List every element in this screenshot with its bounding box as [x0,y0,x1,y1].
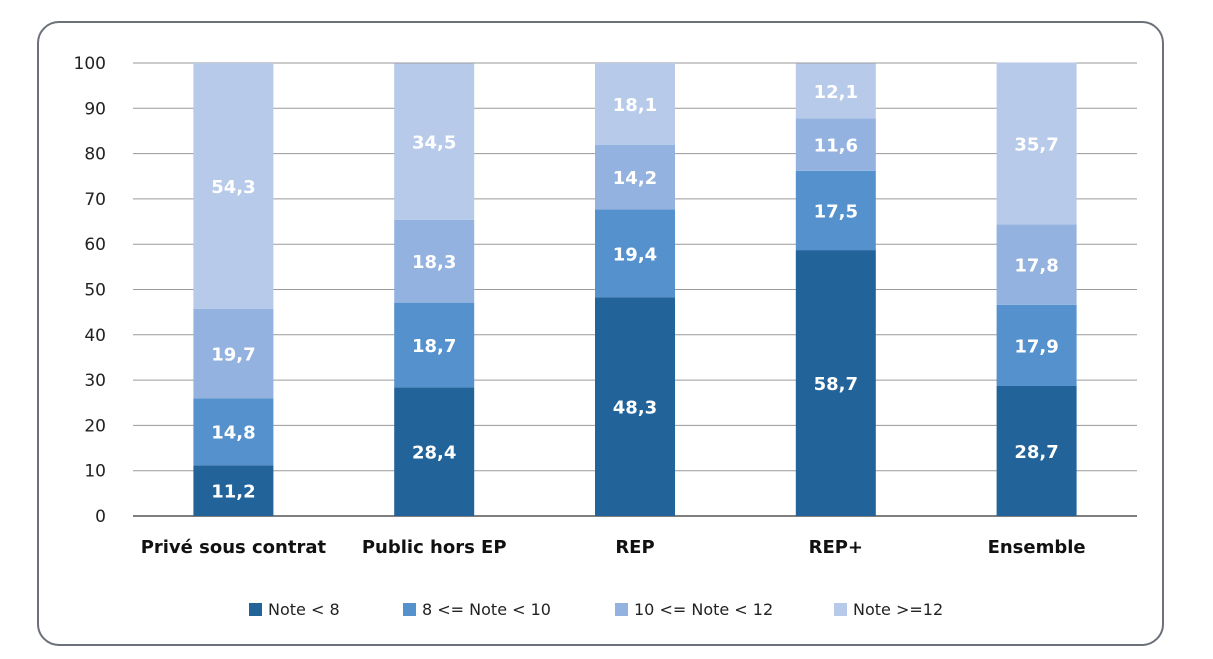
data-label: 18,1 [613,95,657,116]
y-tick-label: 40 [84,326,106,346]
bar-segment [795,118,876,171]
data-label: 54,3 [211,177,255,198]
bar-segment [394,219,475,303]
data-label: 34,5 [412,133,456,154]
legend: Note < 8 8 <= Note < 10 10 <= Note < 12 Not… [249,600,943,619]
bar-segment [394,387,475,516]
bar-segment [996,304,1077,386]
bar-segment [394,302,475,388]
bars: 11,2 14,8 19,7 54,3 28,4 18,7 18,3 34,5 48,3 19,4… [193,62,1077,517]
data-label: 11,2 [211,482,255,503]
bar-segment [595,297,675,516]
category-label: Ensemble [988,537,1086,558]
bar-segment [996,62,1077,225]
legend-label: 10 <= Note < 12 [634,600,773,619]
data-label: 11,6 [814,136,858,157]
y-tick-label: 30 [84,371,106,391]
bar-segment [394,63,475,220]
y-tick-label: 100 [74,54,106,74]
data-label: 17,9 [1014,336,1058,357]
bar-segment [595,63,675,145]
bar-segment [795,250,876,517]
bar-segment [996,385,1077,516]
y-tick-label: 0 [95,507,106,527]
bar-segment [193,465,274,516]
bar-segment [193,308,274,399]
data-label: 58,7 [814,374,858,395]
bar-segment [595,144,675,210]
y-tick-label: 70 [84,190,106,210]
x-axis-categories: Privé sous contrat Public hors EP REP REP+ E… [141,537,1086,558]
y-tick-label: 50 [84,281,106,301]
data-label: 12,1 [814,82,858,103]
y-tick-label: 60 [84,235,106,255]
y-tick-label: 80 [84,145,106,165]
y-tick-label: 20 [84,416,106,436]
data-label: 28,4 [412,443,456,464]
y-axis-ticks: 0 10 20 30 40 50 60 70 80 90 100 [74,54,106,527]
bar-segment [996,224,1077,305]
y-tick-label: 10 [84,462,106,482]
bar-segment [595,209,675,298]
data-label: 17,8 [1014,256,1058,277]
legend-label: Note >=12 [853,600,943,619]
category-label: REP+ [809,537,863,558]
data-label: 19,4 [613,244,657,265]
data-label: 19,7 [211,345,255,366]
category-label: Public hors EP [362,537,507,558]
category-label: Privé sous contrat [141,537,327,558]
bar-segment [193,398,274,466]
y-tick-label: 90 [84,99,106,119]
bar-segment [795,63,876,119]
data-label: 48,3 [613,398,657,419]
data-label: 18,3 [412,252,456,273]
legend-swatch [834,603,847,616]
category-label: REP [615,537,654,558]
data-label: 18,7 [412,336,456,357]
data-label: 14,2 [613,168,657,189]
legend-swatch [615,603,628,616]
legend-swatch [403,603,416,616]
data-label: 17,5 [814,201,858,222]
data-label: 14,8 [211,423,255,444]
legend-label: Note < 8 [268,600,340,619]
legend-label: 8 <= Note < 10 [422,600,551,619]
bar-segment [193,63,274,309]
data-label: 28,7 [1014,442,1058,463]
data-label: 35,7 [1014,134,1058,155]
legend-swatch [249,603,262,616]
bar-segment [795,170,876,251]
